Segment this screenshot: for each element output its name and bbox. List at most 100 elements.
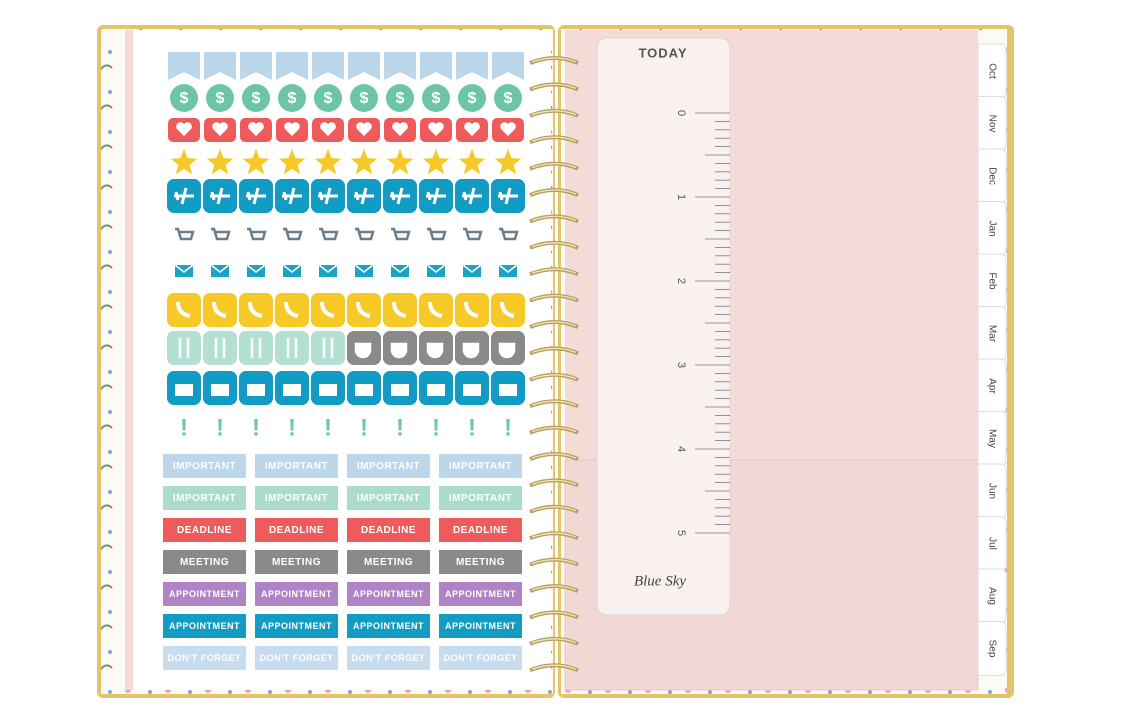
star xyxy=(494,149,522,175)
cart xyxy=(427,227,447,241)
tab-label: Jun xyxy=(986,483,997,499)
heart xyxy=(500,122,516,136)
label-text: DON'T FORGET xyxy=(260,653,334,663)
cake xyxy=(319,384,337,396)
phone xyxy=(428,301,443,318)
label-text: IMPORTANT xyxy=(265,493,328,504)
flag xyxy=(456,52,488,80)
exclaim-glyph: ! xyxy=(324,414,332,441)
mail-flap xyxy=(354,264,374,273)
ring-shine xyxy=(531,426,577,433)
plane xyxy=(210,187,230,205)
dollar-glyph: $ xyxy=(252,90,261,107)
mail-flap xyxy=(318,264,338,273)
tab-label: Nov xyxy=(986,115,997,133)
label-text: APPOINTMENT xyxy=(445,589,516,599)
heart xyxy=(248,122,264,136)
label-text: APPOINTMENT xyxy=(353,589,424,599)
ruler-number: 4 xyxy=(675,446,687,452)
flag xyxy=(420,52,452,80)
flag xyxy=(312,52,344,80)
tab-label: Apr xyxy=(986,378,997,394)
heart xyxy=(464,122,480,136)
heart xyxy=(320,122,336,136)
label-sticker xyxy=(439,518,522,542)
cake xyxy=(427,384,445,396)
label-sticker xyxy=(255,646,338,670)
label-text: DEADLINE xyxy=(361,525,416,536)
label-text: MEETING xyxy=(272,557,321,568)
cake xyxy=(391,384,409,396)
label-sticker xyxy=(439,454,522,478)
ring-shine xyxy=(531,453,577,459)
ring-shine xyxy=(531,638,577,644)
label-sticker xyxy=(439,614,522,638)
label-text: IMPORTANT xyxy=(173,493,236,504)
fork xyxy=(322,338,334,358)
ring-shine xyxy=(531,83,577,90)
dollar-sticker xyxy=(494,84,522,112)
label-text: DEADLINE xyxy=(177,525,232,536)
exclaim-glyph: ! xyxy=(252,414,260,441)
label-sticker xyxy=(347,646,430,670)
phone xyxy=(392,301,407,318)
dollar-glyph: $ xyxy=(432,90,441,107)
tab-label: May xyxy=(986,429,997,448)
phone xyxy=(464,301,479,318)
label-sticker xyxy=(163,550,246,574)
label-text: DEADLINE xyxy=(453,525,508,536)
exclaim-glyph: ! xyxy=(504,414,512,441)
phone xyxy=(500,301,515,318)
dollar-sticker xyxy=(422,84,450,112)
label-sticker xyxy=(255,614,338,638)
label-text: MEETING xyxy=(456,557,505,568)
label-text: APPOINTMENT xyxy=(261,621,332,631)
label-text: APPOINTMENT xyxy=(261,589,332,599)
dollar-sticker xyxy=(170,84,198,112)
star xyxy=(422,149,450,175)
dollar-glyph: $ xyxy=(504,90,513,107)
mail-flap xyxy=(426,264,446,273)
plane xyxy=(462,187,482,205)
label-text: APPOINTMENT xyxy=(169,621,240,631)
plane xyxy=(354,187,374,205)
label-text: APPOINTMENT xyxy=(169,589,240,599)
exclaim-glyph: ! xyxy=(360,414,368,441)
dollar-glyph: $ xyxy=(288,90,297,107)
label-text: IMPORTANT xyxy=(173,461,236,472)
label-sticker xyxy=(439,582,522,606)
label-sticker xyxy=(163,518,246,542)
label-text: DEADLINE xyxy=(269,525,324,536)
label-sticker xyxy=(255,582,338,606)
star xyxy=(350,149,378,175)
label-sticker xyxy=(439,550,522,574)
tab-label: Jul xyxy=(986,537,997,550)
heart xyxy=(356,122,372,136)
phone-sticker xyxy=(239,293,273,327)
tab-label: Mar xyxy=(986,325,997,343)
ring-shine xyxy=(531,347,577,354)
brand: Blue Sky xyxy=(634,573,686,589)
cart xyxy=(391,227,411,241)
ring-shine xyxy=(531,321,577,327)
mail-flap xyxy=(390,264,410,273)
phone-sticker xyxy=(347,293,381,327)
ring-shine xyxy=(531,400,577,406)
star xyxy=(386,149,414,175)
label-text: APPOINTMENT xyxy=(353,621,424,631)
cart xyxy=(283,227,303,241)
cake xyxy=(211,384,229,396)
cake xyxy=(247,384,265,396)
label-sticker xyxy=(163,454,246,478)
star xyxy=(314,149,342,175)
exclaim-glyph: ! xyxy=(432,414,440,441)
star xyxy=(278,149,306,175)
exclaim-glyph: ! xyxy=(288,414,296,441)
cart xyxy=(211,227,231,241)
ring-shine xyxy=(531,558,577,565)
dollar-glyph: $ xyxy=(360,90,369,107)
star xyxy=(206,149,234,175)
phone xyxy=(284,301,299,318)
exclaim-glyph: ! xyxy=(216,414,224,441)
ring-shine xyxy=(531,664,577,670)
